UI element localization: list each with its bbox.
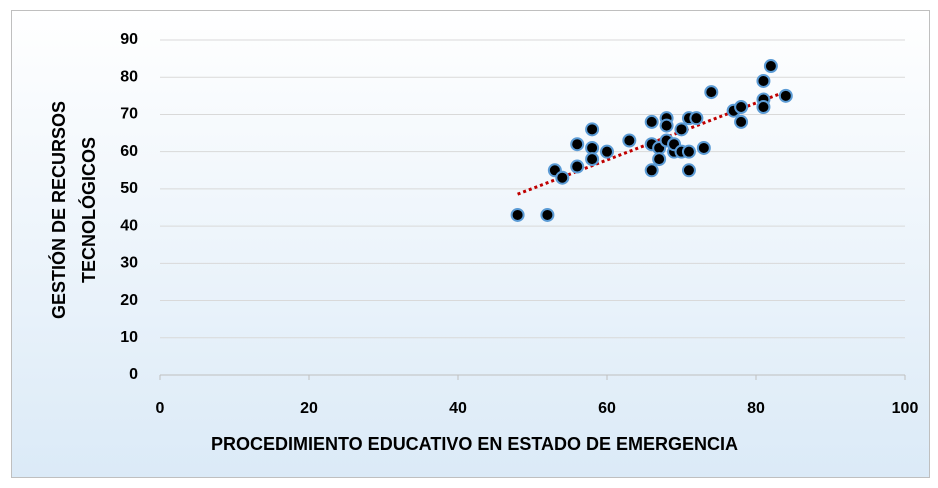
x-tick-label: 80: [747, 400, 765, 417]
point: [696, 140, 711, 155]
point: [778, 88, 793, 103]
y-tick-label: 80: [120, 68, 138, 85]
point: [756, 73, 771, 88]
point: [763, 59, 778, 74]
point: [600, 144, 614, 159]
point: [570, 137, 585, 152]
point: [704, 85, 719, 100]
point: [756, 100, 771, 114]
x-axis-title: PROCEDIMIENTO EDUCATIVO EN ESTADO DE EME…: [211, 434, 738, 454]
point: [652, 152, 667, 167]
y-axis-title-line: GESTIÓN DE RECURSOS: [48, 101, 69, 319]
x-tick-label: 20: [300, 400, 318, 417]
point: [681, 163, 696, 178]
point: [510, 207, 525, 222]
point: [622, 133, 637, 148]
point: [644, 114, 659, 129]
y-tick-label: 70: [120, 106, 138, 123]
y-tick-label: 0: [129, 366, 138, 383]
y-tick-label: 30: [120, 255, 138, 272]
point: [585, 152, 600, 167]
point: [734, 100, 749, 114]
x-tick-label: 40: [449, 400, 467, 417]
point: [734, 114, 749, 129]
y-axis-title: GESTIÓN DE RECURSOS TECNOLÓGICOS: [48, 101, 99, 319]
x-tick-label: 0: [156, 400, 165, 417]
x-tick-label: 100: [892, 400, 919, 417]
x-tick-label: 60: [598, 400, 616, 417]
point: [555, 170, 570, 185]
y-tick-label: 50: [120, 180, 138, 197]
y-axis-title-line: TECNOLÓGICOS: [78, 137, 99, 283]
y-tick-label: 20: [120, 292, 138, 309]
y-tick-label: 90: [120, 31, 138, 48]
chart-area: [11, 10, 930, 478]
y-tick-label: 40: [120, 217, 138, 234]
point: [689, 111, 704, 126]
point: [659, 118, 674, 133]
point: [585, 122, 600, 137]
point: [570, 159, 585, 174]
y-tick-label: 10: [120, 329, 138, 346]
y-tick-label: 60: [120, 143, 138, 160]
point: [644, 163, 659, 178]
point: [674, 122, 689, 137]
point: [681, 144, 696, 159]
point: [540, 207, 555, 222]
